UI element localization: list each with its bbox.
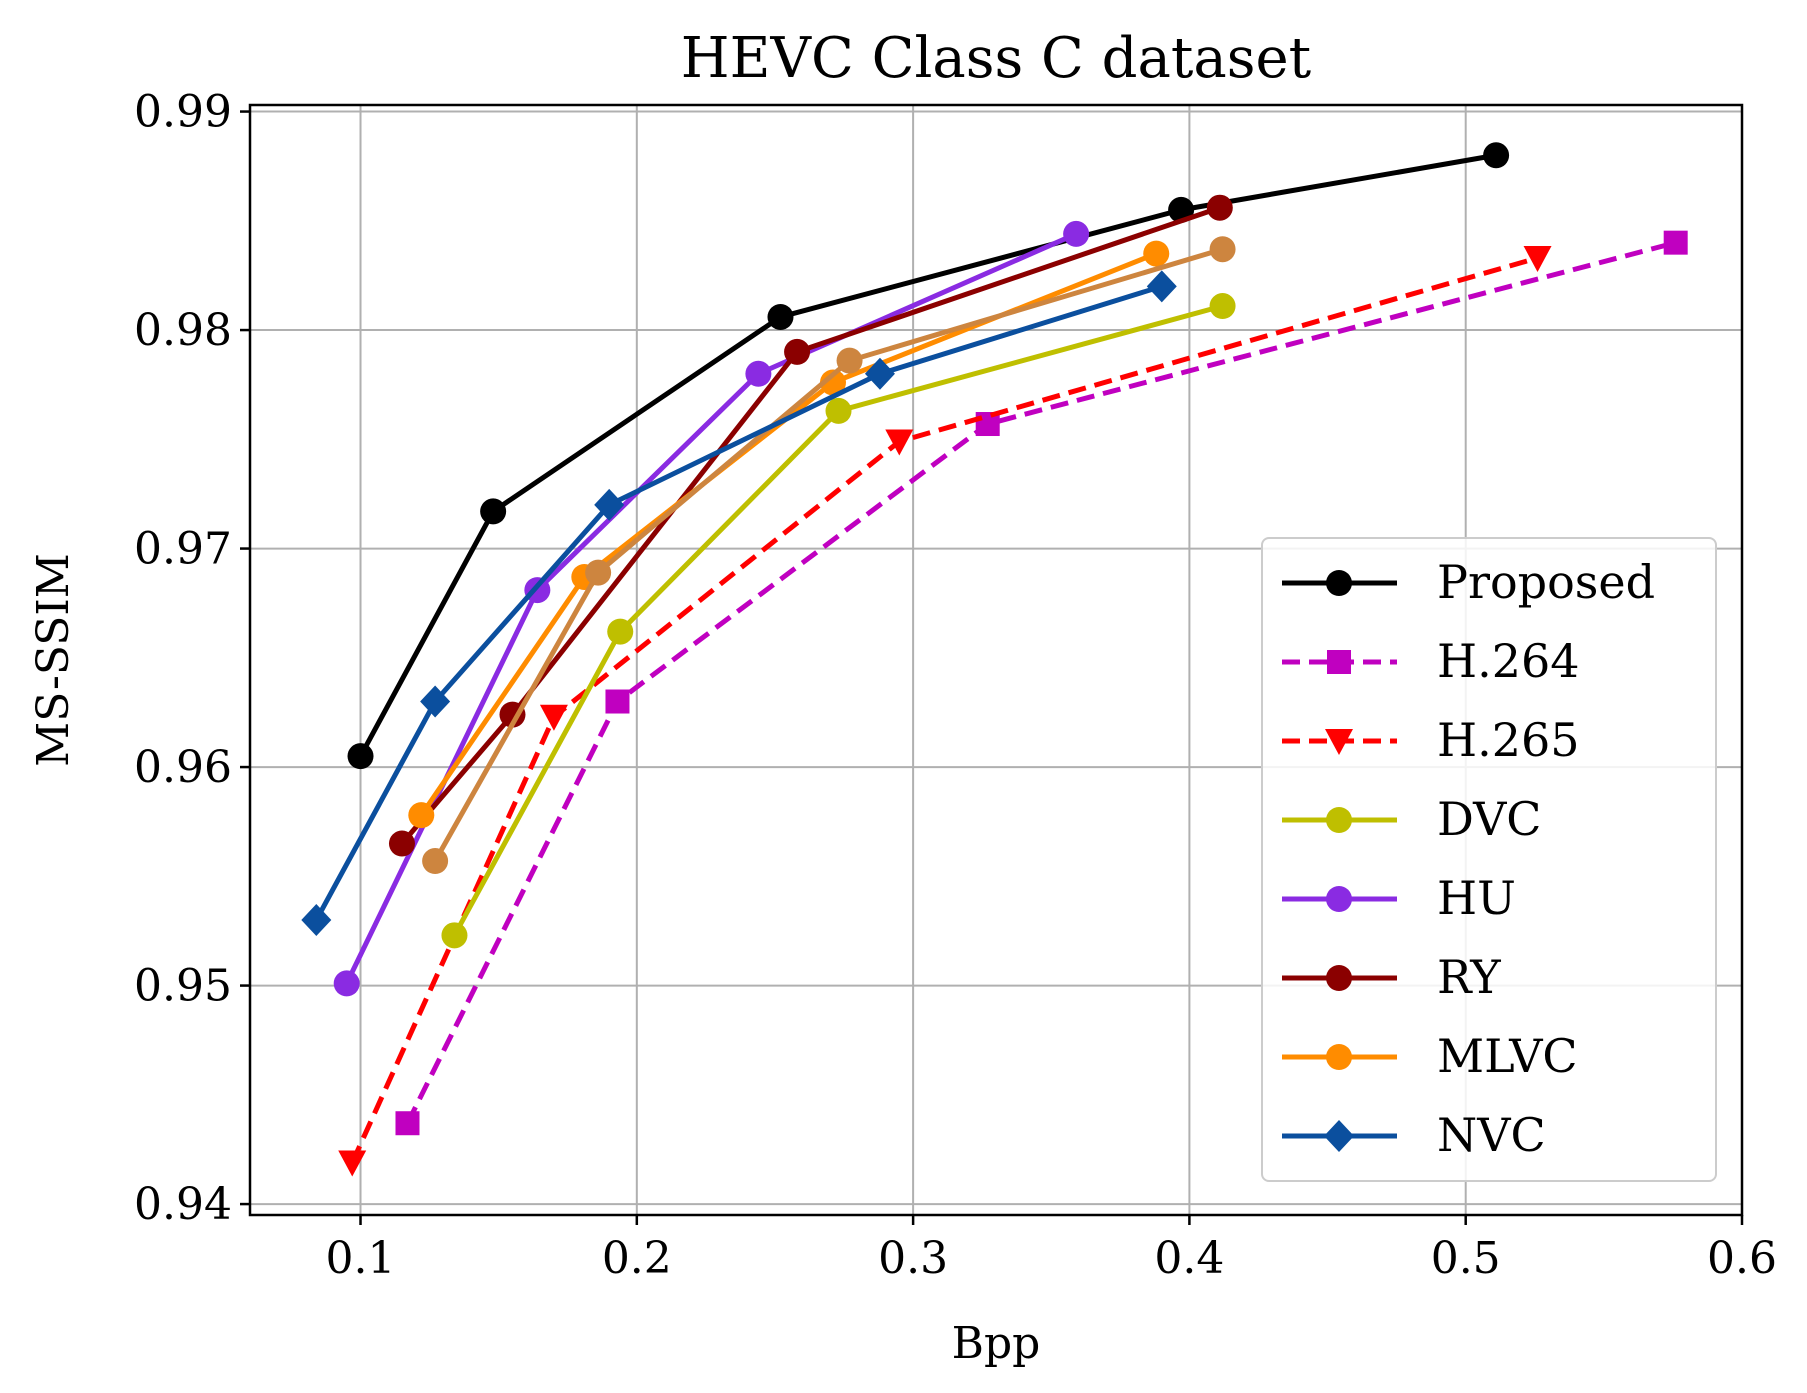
circle-marker: [745, 360, 772, 387]
square-marker: [605, 689, 630, 714]
circle-marker: [585, 559, 612, 586]
y-tick-label: 0.99: [134, 87, 232, 138]
x-tick-label: 0.4: [1154, 1233, 1224, 1284]
triangle-down-marker: [539, 704, 568, 731]
circle-marker: [1483, 142, 1510, 169]
circle-marker: [480, 498, 507, 525]
circle-marker: [1326, 886, 1352, 912]
circle-marker: [1326, 807, 1352, 833]
triangle-down-marker: [1523, 245, 1552, 272]
y-tick-label: 0.97: [134, 524, 232, 575]
square-marker: [395, 1111, 420, 1136]
diamond-marker: [420, 685, 451, 718]
circle-marker: [1209, 236, 1236, 263]
plot-area-frame: [248, 103, 1744, 1217]
series-nvc: [301, 270, 1177, 937]
legend: Proposed H.264 H.265 DVC HU RY MLVC NVC: [1261, 537, 1717, 1182]
circle-marker: [1063, 220, 1090, 247]
square-marker: [1327, 650, 1351, 674]
circle-marker: [836, 347, 863, 374]
square-marker: [1663, 230, 1688, 255]
circle-marker: [347, 743, 374, 770]
circle-marker: [441, 922, 468, 949]
x-tick-label: 0.6: [1707, 1233, 1777, 1284]
legend-label-h-264: H.264: [1437, 634, 1580, 688]
circle-marker: [1326, 570, 1352, 596]
circle-marker: [767, 303, 794, 330]
triangle-down-marker: [338, 1150, 367, 1177]
tick-layer: 0.1 0.2 0.3 0.4 0.5 0.6 0.94 0.95 0.96 0.97 0.98 0.…: [134, 87, 1777, 1284]
circle-marker: [819, 369, 846, 396]
x-tick-label: 0.1: [326, 1233, 396, 1284]
legend-label-mlvc: MLVC: [1437, 1029, 1578, 1083]
circle-marker: [1206, 194, 1233, 221]
legend-label-hu: HU: [1437, 871, 1516, 925]
circle-marker: [333, 970, 360, 997]
series-layer: [301, 142, 1688, 1177]
chart-title: HEVC Class C dataset: [681, 26, 1312, 91]
x-axis-label: Bpp: [952, 1318, 1041, 1369]
y-tick-label: 0.94: [134, 1179, 232, 1230]
series-line-dvc: [452, 303, 1224, 937]
circle-marker: [607, 618, 634, 645]
legend-label-nvc: NVC: [1437, 1108, 1546, 1162]
x-tick-label: 0.2: [602, 1233, 672, 1284]
circle-marker: [1326, 965, 1352, 991]
y-tick-label: 0.96: [134, 742, 232, 793]
diamond-marker: [1146, 270, 1177, 303]
series-unlabeled: [422, 236, 1236, 875]
y-axis-label: MS-SSIM: [28, 553, 79, 767]
circle-marker: [422, 848, 449, 875]
triangle-down-marker: [1325, 729, 1353, 755]
y-tick-label: 0.95: [134, 961, 232, 1012]
diamond-marker: [301, 904, 332, 937]
series-proposed: [347, 142, 1510, 770]
circle-marker: [408, 802, 435, 829]
circle-marker: [1209, 293, 1236, 320]
triangle-down-marker: [885, 429, 914, 456]
legend-label-proposed: Proposed: [1437, 555, 1655, 609]
circle-marker: [388, 830, 415, 857]
series-line-ry: [400, 205, 1221, 846]
circle-marker: [784, 338, 811, 365]
diamond-marker: [864, 357, 895, 390]
legend-label-ry: RY: [1437, 950, 1501, 1004]
x-tick-label: 0.5: [1431, 1233, 1501, 1284]
series-line-unlabeled: [432, 246, 1224, 863]
legend-label-dvc: DVC: [1437, 792, 1542, 846]
diamond-marker: [594, 488, 625, 521]
diamond-marker: [1324, 1120, 1354, 1152]
series-line-h-264: [405, 240, 1677, 1125]
series-h-264: [395, 230, 1688, 1136]
circle-marker: [1143, 240, 1170, 267]
x-tick-label: 0.3: [878, 1233, 948, 1284]
circle-marker: [1326, 1044, 1352, 1070]
y-tick-label: 0.98: [134, 305, 232, 356]
series-dvc: [441, 293, 1236, 949]
circle-marker: [825, 397, 852, 424]
legend-label-h-265: H.265: [1437, 713, 1580, 767]
legend-box: [1261, 537, 1717, 1182]
